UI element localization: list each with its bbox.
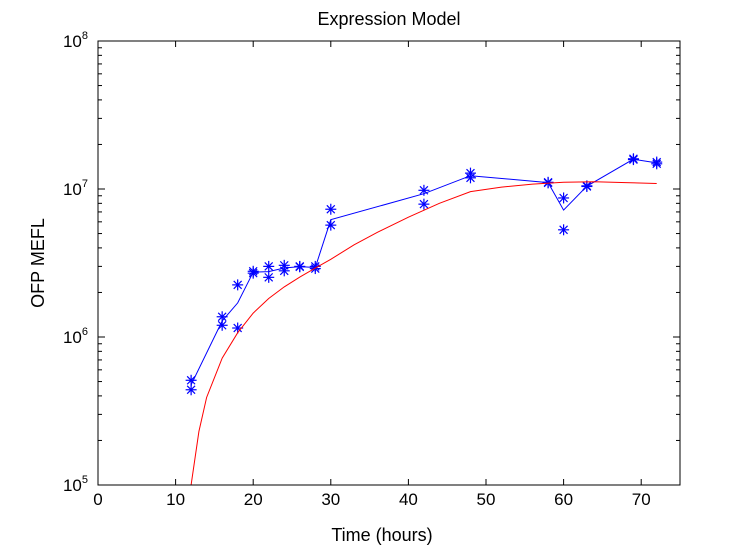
y-tick-label-0: 105 xyxy=(63,474,88,495)
data-point xyxy=(418,198,430,210)
marker-stroke xyxy=(419,199,429,209)
data-point xyxy=(558,224,570,236)
data-point xyxy=(651,158,663,170)
x-axis-label: Time (hours) xyxy=(331,525,432,545)
marker-stroke xyxy=(233,323,243,333)
model-line xyxy=(190,181,657,485)
y-axis-label: OFP MEFL xyxy=(28,218,48,308)
data-point xyxy=(464,172,476,184)
marker-stroke xyxy=(419,185,429,195)
marker-stroke xyxy=(559,193,568,203)
marker-stroke xyxy=(233,280,243,290)
x-tick-label-2: 20 xyxy=(244,490,263,509)
y-tick-label-2: 107 xyxy=(63,178,88,199)
x-tick-label-6: 60 xyxy=(554,490,573,509)
data-point xyxy=(263,260,275,272)
marker-stroke xyxy=(264,272,274,282)
marker-stroke xyxy=(652,159,662,169)
plot-frame xyxy=(97,40,681,486)
y-tick-label-3: 108 xyxy=(63,30,88,51)
tick-layer: 0 10 20 30 40 50 60 70 105 106 107 108 xyxy=(63,30,680,509)
chart-title: Expression Model xyxy=(317,9,460,29)
x-tick-label-4: 40 xyxy=(399,490,418,509)
x-tick-label-7: 70 xyxy=(632,490,651,509)
marker-stroke xyxy=(217,320,227,330)
observed-mean-line xyxy=(190,158,657,386)
data-point xyxy=(558,192,570,204)
marker-stroke xyxy=(186,375,196,385)
x-tick-label-0: 0 xyxy=(93,490,102,509)
data-point xyxy=(325,203,337,215)
plot-background xyxy=(98,41,680,485)
y-tick-label-1: 106 xyxy=(63,326,88,347)
x-tick-label-1: 10 xyxy=(166,490,185,509)
marker-stroke xyxy=(186,385,196,395)
x-tick-label-5: 50 xyxy=(477,490,496,509)
marker-stroke xyxy=(264,262,274,271)
data-point xyxy=(232,279,244,291)
marker-stroke xyxy=(326,204,336,214)
marker-stroke xyxy=(217,312,227,322)
data-point xyxy=(263,271,275,283)
marker-stroke xyxy=(559,225,568,235)
data-point xyxy=(185,384,197,396)
data-point xyxy=(278,265,290,277)
data-point xyxy=(232,322,244,334)
marker-stroke xyxy=(466,173,475,183)
x-tick-label-3: 30 xyxy=(321,490,340,509)
series-layer xyxy=(185,153,663,485)
